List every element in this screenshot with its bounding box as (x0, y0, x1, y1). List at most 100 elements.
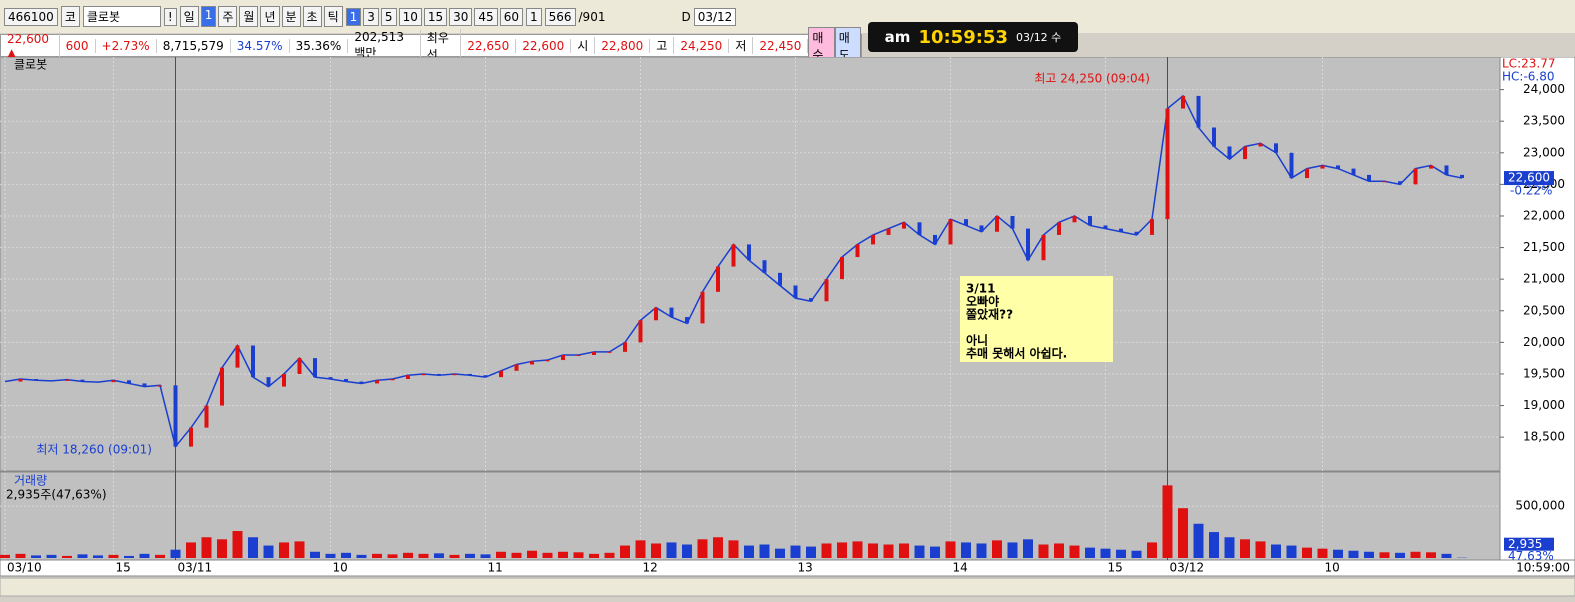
volume-bar (93, 555, 103, 558)
low-label: 저 (729, 37, 754, 54)
volume-bar (1255, 541, 1266, 558)
period[interactable]: 1 (200, 6, 217, 27)
candle (669, 307, 674, 318)
volume-bar (124, 555, 134, 558)
date[interactable]: 03/12 (693, 7, 737, 26)
volume-bar (1038, 544, 1049, 558)
volume-bar (418, 553, 429, 558)
candle (1382, 181, 1387, 183)
volume-bar (821, 543, 832, 558)
price: 22,600 ▲ (1, 31, 60, 60)
candle (1072, 215, 1077, 223)
candle (623, 342, 627, 352)
high: 24,250 (674, 38, 730, 53)
interval[interactable]: 30 (449, 7, 473, 26)
candle (127, 380, 131, 384)
candle (731, 244, 736, 267)
period[interactable]: 월 (239, 6, 259, 27)
candle (1165, 108, 1170, 220)
rate: +2.73% (96, 38, 157, 53)
volume-bar (1178, 508, 1188, 558)
candle (189, 427, 193, 447)
clock-date: 03/12 수 (1015, 31, 1062, 44)
interval[interactable]: 1 (345, 7, 362, 26)
axis-bg (1499, 57, 1575, 561)
d-check[interactable]: D (681, 9, 691, 24)
candle (1460, 174, 1464, 179)
volume-bar (1147, 542, 1157, 558)
volume: 8,715,579 (157, 38, 231, 53)
alert[interactable]: ! (163, 7, 177, 26)
period[interactable]: 일 (179, 6, 199, 27)
candle (716, 266, 720, 292)
period[interactable]: 주 (218, 6, 238, 27)
candle (917, 222, 922, 235)
interval[interactable]: 5 (380, 7, 397, 26)
volume-bar (1100, 548, 1111, 558)
volume-bar (325, 553, 336, 558)
volume-bar (620, 545, 630, 558)
candle (375, 380, 379, 384)
candle (561, 354, 565, 361)
candle (933, 234, 937, 245)
volume-bar (372, 553, 382, 558)
note-line: 아니 (966, 333, 988, 348)
interval[interactable]: 3 (363, 7, 379, 26)
volume-bar (775, 548, 785, 558)
y-tick-label: 500,000 (1515, 499, 1565, 513)
volume-bar (496, 551, 506, 558)
volume-bar (449, 554, 460, 558)
interval[interactable]: 15 (423, 7, 448, 26)
count[interactable]: 1 (525, 7, 542, 26)
period[interactable]: 초 (302, 6, 322, 27)
change: 600 (60, 38, 96, 53)
period[interactable]: 틱 (323, 6, 343, 27)
hc: HC:-6.80 (1502, 70, 1555, 84)
candle (840, 257, 844, 280)
stock-name[interactable]: 클로봇 (82, 6, 161, 27)
last-label: 22,600 (1508, 171, 1550, 185)
interval[interactable]: 60 (499, 7, 523, 26)
interval[interactable]: 45 (474, 7, 498, 26)
x-tick-label: 03/10 (7, 561, 42, 575)
volume-bar (682, 544, 692, 558)
ask: 22,650 (461, 38, 517, 53)
candle (1196, 95, 1201, 128)
candle (235, 345, 240, 368)
market[interactable]: 코 (60, 6, 80, 27)
volume-bar (108, 554, 119, 558)
note-line: 추매 못해서 아쉽다. (966, 346, 1067, 361)
price-bg (0, 57, 1501, 472)
y-tick-label: 19,000 (1523, 398, 1565, 412)
candle (80, 379, 85, 382)
volume-bar (961, 542, 971, 558)
candle (344, 379, 348, 382)
x-tick-label: 14 (953, 561, 968, 575)
x-tick-label: 03/12 (1170, 561, 1205, 575)
x-tick-label: 13 (798, 561, 813, 575)
period[interactable]: 년 (260, 6, 280, 27)
volume-bar (0, 554, 10, 558)
candle (1413, 168, 1418, 185)
interval[interactable]: 10 (398, 7, 422, 26)
range[interactable]: 566 (544, 7, 576, 26)
volume-bar (387, 554, 398, 558)
candle (654, 307, 658, 321)
lc: LC:23.77 (1502, 57, 1555, 71)
volume-bar (310, 551, 320, 558)
candle (421, 373, 426, 376)
volume-bar (170, 549, 181, 558)
volume-bar (542, 552, 553, 558)
period[interactable]: 분 (281, 6, 301, 27)
candle (762, 260, 767, 273)
candle (499, 370, 503, 378)
note-line: 쫄았재?? (966, 307, 1013, 322)
candle (204, 405, 209, 428)
volume-bar (1023, 539, 1033, 558)
candle (328, 377, 333, 380)
candle (1351, 168, 1356, 175)
high-annotation: 최고 24,250 (09:04) (1034, 72, 1150, 86)
ampm: am (884, 28, 911, 46)
code[interactable]: 466100 (4, 7, 58, 26)
